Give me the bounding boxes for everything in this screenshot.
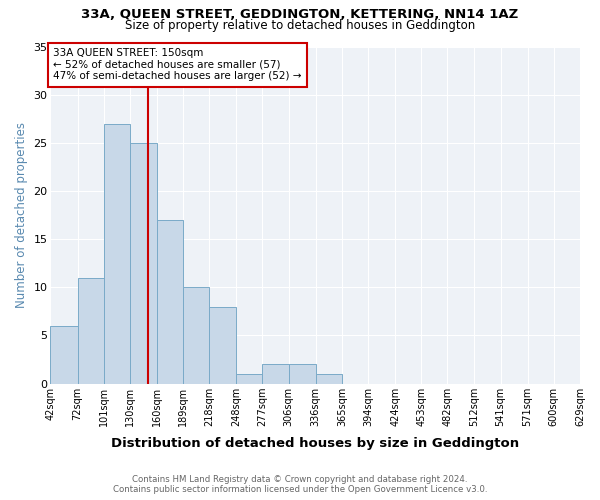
Bar [50, 326, 77, 384]
Bar [183, 288, 209, 384]
Text: Contains HM Land Registry data © Crown copyright and database right 2024.
Contai: Contains HM Land Registry data © Crown c… [113, 474, 487, 494]
Bar [316, 374, 342, 384]
Bar [130, 143, 157, 384]
X-axis label: Distribution of detached houses by size in Geddington: Distribution of detached houses by size … [111, 437, 519, 450]
Bar [77, 278, 104, 384]
Bar [209, 306, 236, 384]
Bar [262, 364, 289, 384]
Text: 33A, QUEEN STREET, GEDDINGTON, KETTERING, NN14 1AZ: 33A, QUEEN STREET, GEDDINGTON, KETTERING… [82, 8, 518, 20]
Bar [104, 124, 130, 384]
Text: 33A QUEEN STREET: 150sqm
← 52% of detached houses are smaller (57)
47% of semi-d: 33A QUEEN STREET: 150sqm ← 52% of detach… [53, 48, 302, 82]
Text: Size of property relative to detached houses in Geddington: Size of property relative to detached ho… [125, 19, 475, 32]
Bar [236, 374, 262, 384]
Bar [289, 364, 316, 384]
Y-axis label: Number of detached properties: Number of detached properties [15, 122, 28, 308]
Bar [157, 220, 183, 384]
